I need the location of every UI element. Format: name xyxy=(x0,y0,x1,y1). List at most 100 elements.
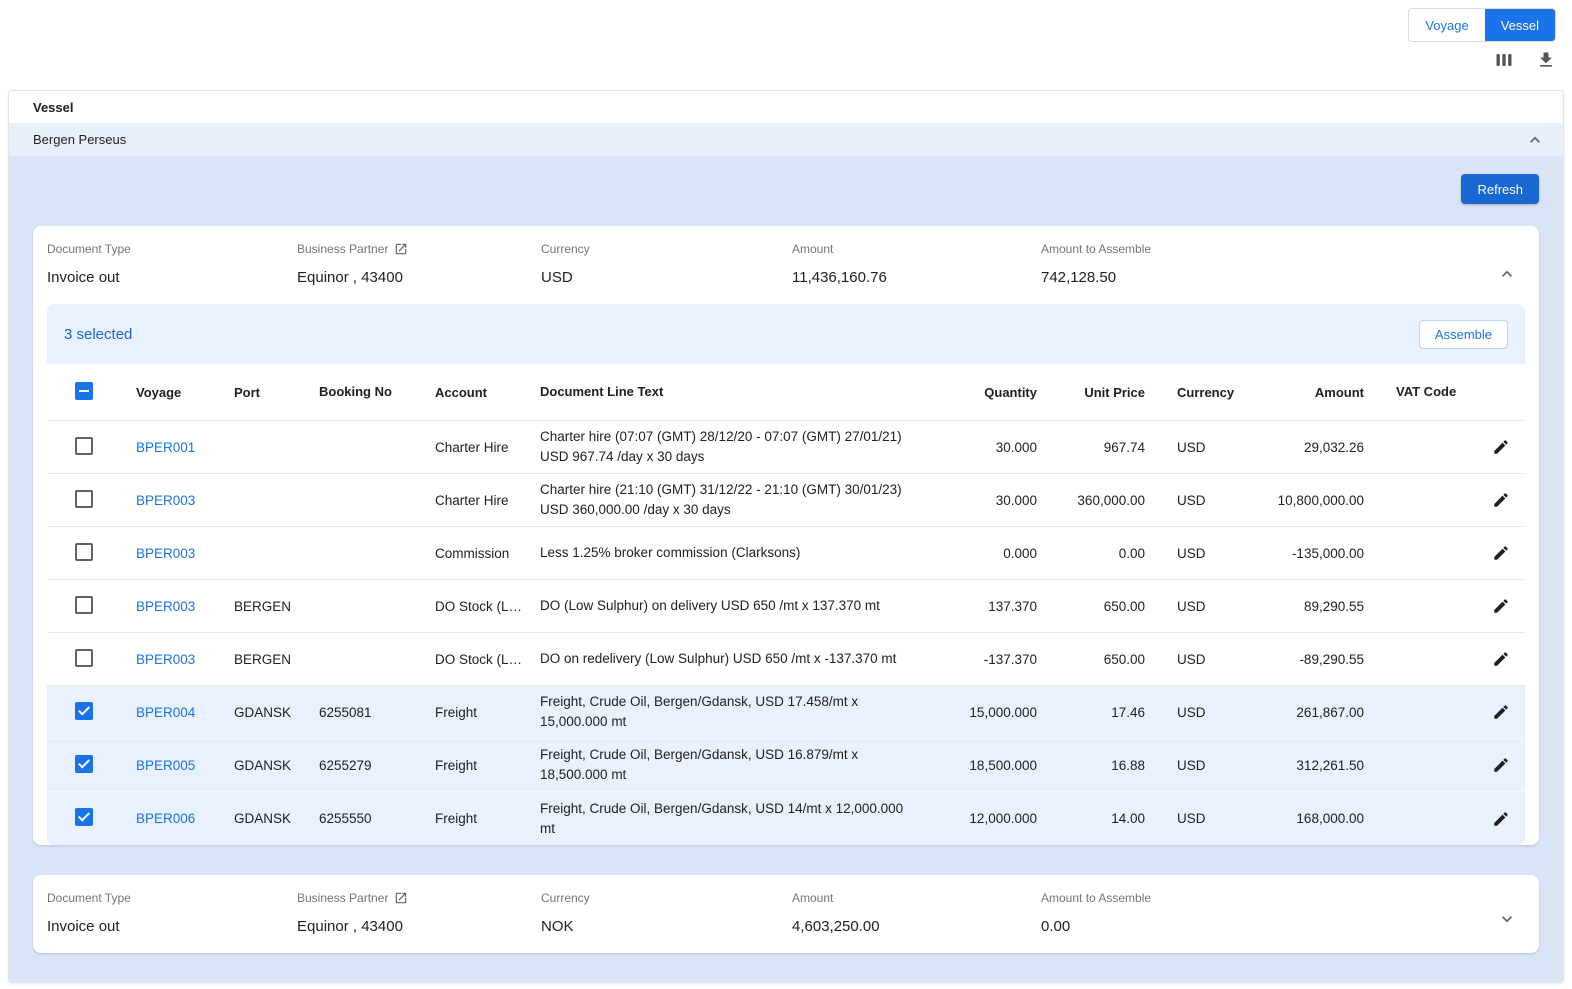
unit-price-cell: 360,000.00 xyxy=(1037,493,1145,508)
col-document-line-text: Document Line Text xyxy=(531,377,931,408)
edit-line-icon[interactable] xyxy=(1488,593,1514,619)
line-items-body: BPER001 Charter Hire Charter hire (07:07… xyxy=(47,421,1525,845)
account-cell: DO Stock (L… xyxy=(426,652,531,667)
toggle-vessel[interactable]: Vessel xyxy=(1485,9,1555,41)
amount-cell: 261,867.00 xyxy=(1243,705,1364,720)
business-partner-label: Business Partner xyxy=(297,891,388,905)
row-checkbox[interactable] xyxy=(75,437,93,455)
quantity-cell: 30.000 xyxy=(931,493,1037,508)
row-checkbox[interactable] xyxy=(75,596,93,614)
table-row[interactable]: BPER005 GDANSK 6255279 Freight Freight, … xyxy=(47,739,1525,792)
quantity-cell: 137.370 xyxy=(931,599,1037,614)
vessel-column-label: Vessel xyxy=(33,100,74,115)
row-checkbox[interactable] xyxy=(75,808,93,826)
table-row[interactable]: BPER004 GDANSK 6255081 Freight Freight, … xyxy=(47,686,1525,739)
select-all-checkbox[interactable] xyxy=(75,382,93,400)
currency-value: NOK xyxy=(541,918,792,935)
row-checkbox[interactable] xyxy=(75,543,93,561)
toggle-voyage[interactable]: Voyage xyxy=(1409,9,1484,41)
view-toggle: Voyage Vessel xyxy=(1408,8,1556,42)
row-checkbox[interactable] xyxy=(75,755,93,773)
table-row[interactable]: BPER001 Charter Hire Charter hire (07:07… xyxy=(47,421,1525,474)
group-expanded-area: Refresh Document Type Invoice out Busine… xyxy=(9,156,1563,982)
amount-cell: -135,000.00 xyxy=(1243,546,1364,561)
amount-cell: 89,290.55 xyxy=(1243,599,1364,614)
voyage-link[interactable]: BPER003 xyxy=(136,652,195,667)
vessel-group-row[interactable]: Bergen Perseus xyxy=(9,123,1563,156)
edit-line-icon[interactable] xyxy=(1488,699,1514,725)
edit-line-icon[interactable] xyxy=(1488,434,1514,460)
collapse-panel-icon[interactable] xyxy=(1497,264,1517,284)
table-row[interactable]: BPER003 Commission Less 1.25% broker com… xyxy=(47,527,1525,580)
currency-cell: USD xyxy=(1145,705,1243,720)
edit-line-icon[interactable] xyxy=(1488,540,1514,566)
open-in-new-icon[interactable] xyxy=(394,891,408,905)
amount-cell: 10,800,000.00 xyxy=(1243,493,1364,508)
row-checkbox[interactable] xyxy=(75,649,93,667)
amount-cell: -89,290.55 xyxy=(1243,652,1364,667)
refresh-button[interactable]: Refresh xyxy=(1461,174,1539,204)
business-partner-value: Equinor , 43400 xyxy=(297,269,541,286)
account-cell: Freight xyxy=(426,758,531,773)
document-line-text-cell: Less 1.25% broker commission (Clarksons) xyxy=(531,537,931,569)
currency-cell: USD xyxy=(1145,440,1243,455)
unit-price-cell: 967.74 xyxy=(1037,440,1145,455)
voyage-link[interactable]: BPER005 xyxy=(136,758,195,773)
table-row[interactable]: BPER003 Charter Hire Charter hire (21:10… xyxy=(47,474,1525,527)
amount-cell: 29,032.26 xyxy=(1243,440,1364,455)
voyage-link[interactable]: BPER003 xyxy=(136,546,195,561)
table-row[interactable]: BPER006 GDANSK 6255550 Freight Freight, … xyxy=(47,792,1525,845)
expand-panel-icon[interactable] xyxy=(1497,909,1517,929)
edit-line-icon[interactable] xyxy=(1488,487,1514,513)
amount-cell: 168,000.00 xyxy=(1243,811,1364,826)
table-row[interactable]: BPER003 BERGEN DO Stock (L… DO (Low Sulp… xyxy=(47,580,1525,633)
amount-label: Amount xyxy=(792,242,1041,256)
currency-cell: USD xyxy=(1145,652,1243,667)
account-cell: Commission xyxy=(426,546,531,561)
document-line-text-cell: Freight, Crude Oil, Bergen/Gdansk, USD 1… xyxy=(531,739,931,790)
row-checkbox[interactable] xyxy=(75,702,93,720)
voyage-link[interactable]: BPER001 xyxy=(136,440,195,455)
edit-line-icon[interactable] xyxy=(1488,752,1514,778)
download-icon[interactable] xyxy=(1536,50,1556,70)
voyage-link[interactable]: BPER003 xyxy=(136,599,195,614)
edit-line-icon[interactable] xyxy=(1488,646,1514,672)
view-columns-icon[interactable] xyxy=(1494,50,1514,70)
collapse-group-icon[interactable] xyxy=(1525,130,1545,150)
col-unit-price: Unit Price xyxy=(1037,385,1145,400)
assemble-button[interactable]: Assemble xyxy=(1419,320,1508,349)
currency-label: Currency xyxy=(541,242,792,256)
row-checkbox[interactable] xyxy=(75,490,93,508)
voyage-link[interactable]: BPER003 xyxy=(136,493,195,508)
unit-price-cell: 650.00 xyxy=(1037,599,1145,614)
col-amount: Amount xyxy=(1243,385,1364,400)
amount-to-assemble-value: 0.00 xyxy=(1041,918,1479,935)
booking-no-cell: 6255550 xyxy=(310,811,426,826)
amount-label: Amount xyxy=(792,891,1041,905)
quantity-cell: 30.000 xyxy=(931,440,1037,455)
booking-no-cell: 6255081 xyxy=(310,705,426,720)
port-cell: GDANSK xyxy=(225,705,310,720)
document-line-text-cell: DO on redelivery (Low Sulphur) USD 650 /… xyxy=(531,643,931,675)
edit-line-icon[interactable] xyxy=(1488,806,1514,832)
account-cell: Freight xyxy=(426,811,531,826)
document-line-text-cell: Freight, Crude Oil, Bergen/Gdansk, USD 1… xyxy=(531,793,931,844)
account-cell: DO Stock (L… xyxy=(426,599,531,614)
quantity-cell: 15,000.000 xyxy=(931,705,1037,720)
document-type-value: Invoice out xyxy=(47,918,297,935)
quantity-cell: 12,000.000 xyxy=(931,811,1037,826)
port-cell: BERGEN xyxy=(225,599,310,614)
currency-cell: USD xyxy=(1145,493,1243,508)
voyage-link[interactable]: BPER004 xyxy=(136,705,195,720)
quantity-cell: -137.370 xyxy=(931,652,1037,667)
col-quantity: Quantity xyxy=(931,385,1037,400)
line-items-section: 3 selected Assemble Voyage Port Booking … xyxy=(47,304,1525,845)
document-panel-usd: Document Type Invoice out Business Partn… xyxy=(33,226,1539,845)
table-row[interactable]: BPER003 BERGEN DO Stock (L… DO on redeli… xyxy=(47,633,1525,686)
col-account: Account xyxy=(426,385,531,400)
vessel-column-header: Vessel xyxy=(9,91,1563,123)
top-toolbar: Voyage Vessel xyxy=(0,0,1572,90)
open-in-new-icon[interactable] xyxy=(394,242,408,256)
currency-value: USD xyxy=(541,269,792,286)
voyage-link[interactable]: BPER006 xyxy=(136,811,195,826)
